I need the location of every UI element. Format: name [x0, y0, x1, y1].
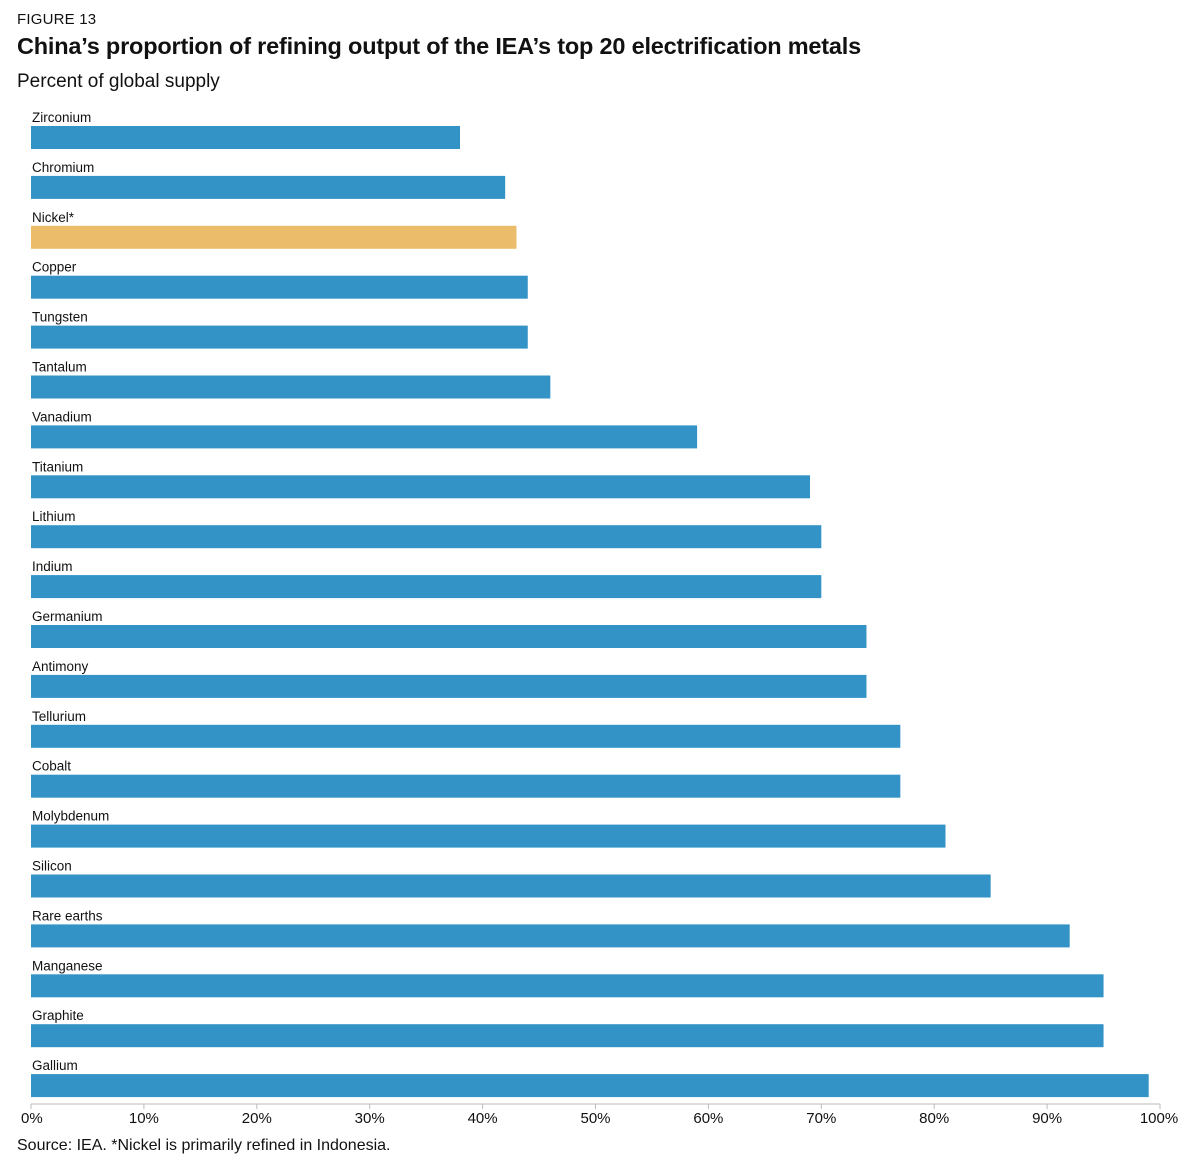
category-label-rare-earths: Rare earths — [32, 908, 103, 923]
x-tick-label: 80% — [919, 1110, 949, 1127]
x-tick-label: 100% — [1140, 1110, 1178, 1127]
x-tick-label: 10% — [129, 1110, 159, 1127]
bar-cobalt — [31, 774, 901, 798]
x-tick-label: 50% — [580, 1110, 610, 1127]
chart-subtitle: Percent of global supply — [17, 71, 220, 92]
category-label-cobalt: Cobalt — [32, 759, 71, 774]
bar-tungsten — [31, 325, 528, 349]
category-label-tantalum: Tantalum — [32, 360, 87, 375]
category-label-chromium: Chromium — [32, 160, 94, 175]
bar-chromium — [31, 175, 506, 199]
category-label-germanium: Germanium — [32, 609, 103, 624]
category-label-graphite: Graphite — [32, 1008, 84, 1023]
category-label-indium: Indium — [32, 559, 73, 574]
bar-tantalum — [31, 375, 551, 399]
chart-title: China’s proportion of refining output of… — [17, 33, 861, 59]
category-label-antimony: Antimony — [32, 659, 89, 674]
bar-indium — [31, 575, 822, 599]
bar-titanium — [31, 475, 811, 499]
source-note: Source: IEA. *Nickel is primarily refine… — [17, 1137, 391, 1154]
category-label-silicon: Silicon — [32, 859, 72, 874]
bar-tellurium — [31, 724, 901, 748]
category-label-gallium: Gallium — [32, 1058, 78, 1073]
bar-germanium — [31, 625, 867, 648]
bar-zirconium — [31, 126, 461, 149]
category-label-zirconium: Zirconium — [32, 110, 91, 125]
bar-manganese — [31, 974, 1104, 998]
bar-antimony — [31, 674, 867, 698]
x-tick-label: 40% — [468, 1110, 498, 1127]
category-label-vanadium: Vanadium — [32, 409, 92, 424]
bar-silicon — [31, 874, 991, 898]
bar-lithium — [31, 525, 822, 549]
figure-label: FIGURE 13 — [17, 11, 97, 28]
x-tick-label: 30% — [355, 1110, 385, 1127]
x-tick-label: 70% — [806, 1110, 836, 1127]
bar-rare-earths — [31, 924, 1070, 948]
category-label-molybdenum: Molybdenum — [32, 809, 109, 824]
bar-gallium — [31, 1074, 1149, 1098]
category-label-manganese: Manganese — [32, 958, 103, 973]
x-tick-label: 0% — [21, 1110, 43, 1127]
bar-graphite — [31, 1024, 1104, 1048]
bar-nickel — [31, 225, 517, 249]
x-tick-label: 20% — [242, 1110, 272, 1127]
category-label-tungsten: Tungsten — [32, 310, 88, 325]
bar-copper — [31, 275, 528, 299]
bar-vanadium — [31, 425, 698, 449]
x-tick-label: 90% — [1032, 1110, 1062, 1127]
bar-molybdenum — [31, 824, 946, 848]
category-label-copper: Copper — [32, 260, 77, 275]
x-tick-label: 60% — [693, 1110, 723, 1127]
category-label-nickel: Nickel* — [32, 210, 75, 225]
category-label-tellurium: Tellurium — [32, 709, 86, 724]
category-label-lithium: Lithium — [32, 509, 76, 524]
category-label-titanium: Titanium — [32, 459, 83, 474]
